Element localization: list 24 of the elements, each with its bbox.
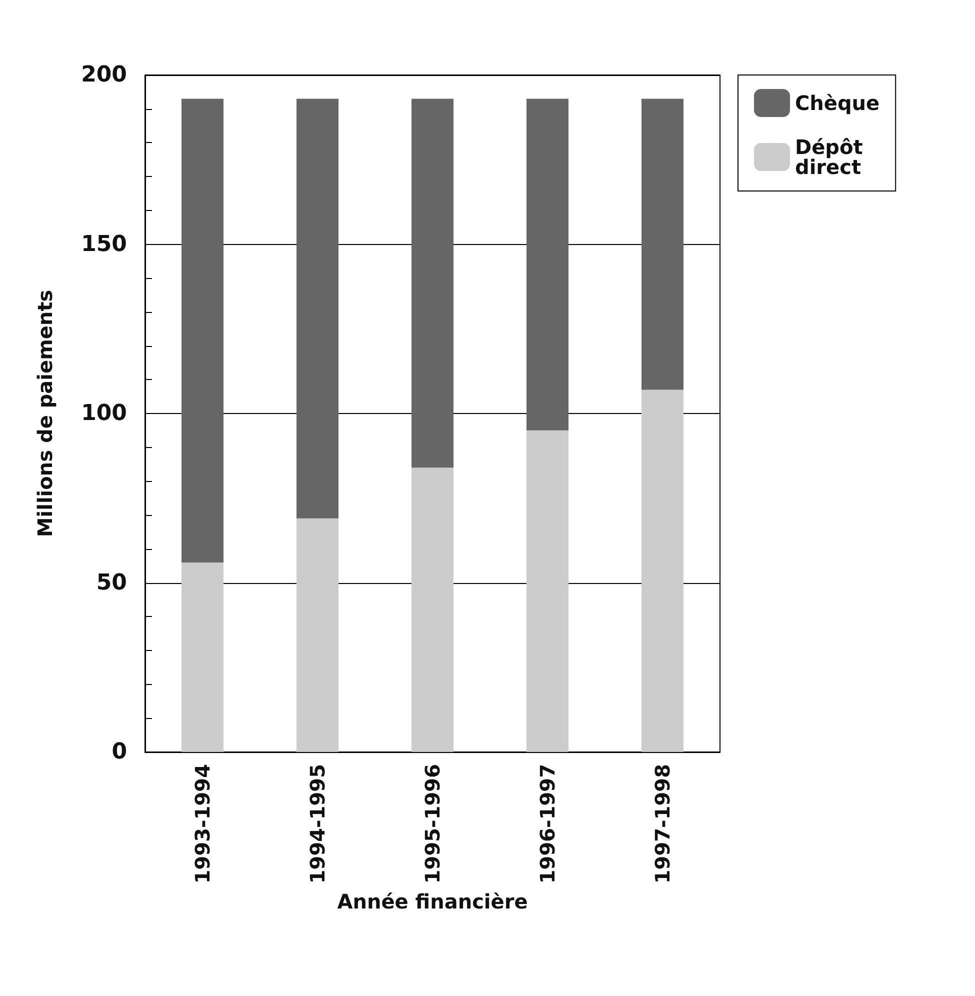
bar xyxy=(642,390,684,752)
bar xyxy=(642,98,684,390)
x-axis-title: Année financière xyxy=(337,890,528,914)
x-tick-label: 1994-1995 xyxy=(306,764,330,884)
bar xyxy=(526,430,568,752)
x-tick-label: 1993-1994 xyxy=(190,764,214,884)
bar xyxy=(182,562,224,752)
y-tick-label: 50 xyxy=(96,570,127,596)
legend-label: Dépôt direct xyxy=(795,135,870,179)
bar xyxy=(526,98,568,430)
y-axis-title: Millions de paiements xyxy=(33,290,57,538)
bar xyxy=(296,98,338,518)
legend-label: Chèque xyxy=(795,91,880,115)
y-tick-label: 200 xyxy=(81,62,127,88)
y-tick-label: 0 xyxy=(112,740,127,764)
y-tick-label: 150 xyxy=(81,232,127,257)
bar xyxy=(296,518,338,752)
bar xyxy=(412,98,454,468)
x-tick-label: 1996-1997 xyxy=(536,764,560,884)
y-tick-label: 100 xyxy=(81,401,127,426)
x-tick-label: 1995-1996 xyxy=(420,764,444,884)
x-tick-label: 1997-1998 xyxy=(650,764,674,884)
bar xyxy=(182,98,224,562)
bar xyxy=(412,468,454,752)
